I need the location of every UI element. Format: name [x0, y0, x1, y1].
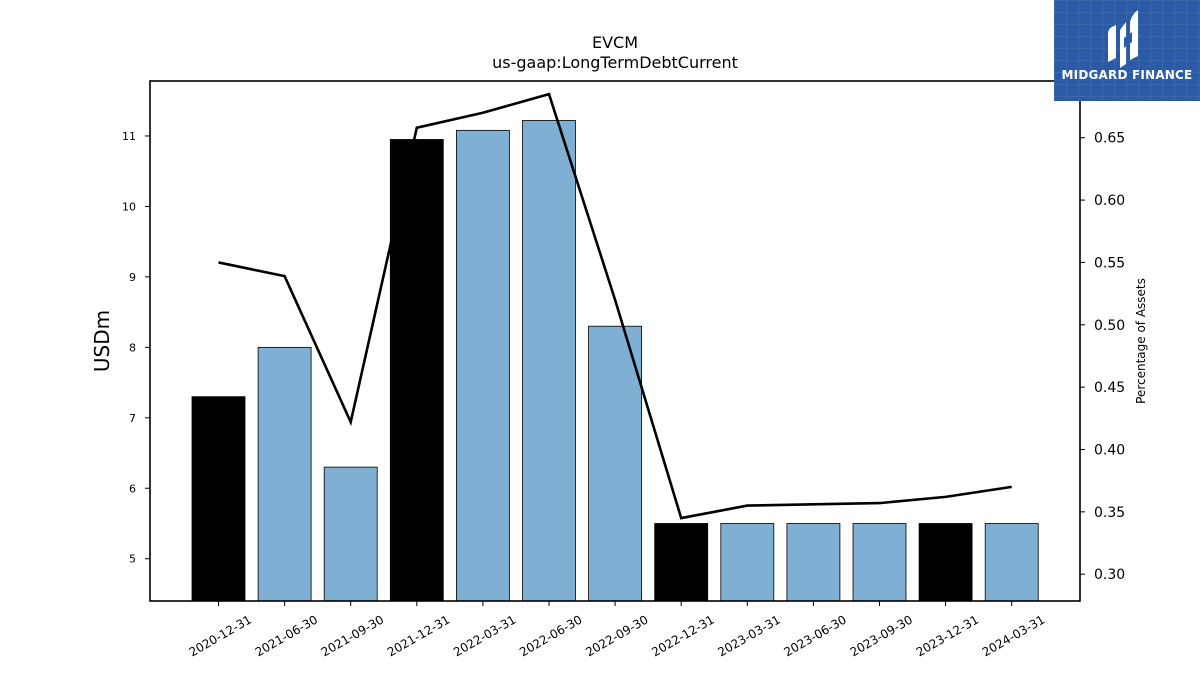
bar — [191, 396, 246, 602]
logo-text: MIDGARD FINANCE — [1061, 68, 1193, 82]
y2-tick-label: 0.30 — [1094, 567, 1125, 583]
bar — [455, 129, 510, 602]
x-tick-label: 2023-03-31 — [715, 612, 782, 659]
x-tick-label: 2021-12-31 — [385, 612, 452, 659]
bar — [588, 325, 642, 602]
bar-layer — [191, 120, 1039, 602]
y2-tick-label: 0.55 — [1094, 255, 1125, 271]
x-axis: 2020-12-312021-06-302021-09-302021-12-31… — [187, 601, 1047, 659]
bar — [918, 523, 973, 602]
bar — [257, 346, 312, 602]
y2-tick-label: 0.40 — [1094, 442, 1125, 458]
x-tick-label: 2020-12-31 — [187, 612, 254, 659]
bar — [720, 523, 775, 602]
y2-tick-label: 0.60 — [1094, 193, 1125, 209]
y-tick-label: 9 — [129, 271, 136, 284]
line-layer — [218, 92, 1012, 520]
x-tick-label: 2022-09-30 — [583, 612, 650, 659]
y2-tick-label: 0.45 — [1094, 380, 1125, 396]
brand-logo: MIDGARD FINANCE — [1054, 0, 1200, 101]
y2-tick-label: 0.35 — [1094, 505, 1125, 521]
y2-tick-label: 0.50 — [1094, 318, 1125, 334]
bar — [654, 523, 709, 602]
y-tick-label: 8 — [129, 341, 136, 354]
series-line — [218, 92, 1012, 520]
y-tick-label: 7 — [129, 412, 136, 425]
bar — [323, 466, 378, 602]
chart-title: EVCM — [592, 33, 638, 52]
y-tick-label: 5 — [129, 553, 136, 566]
x-tick-label: 2021-09-30 — [319, 612, 386, 659]
x-tick-label: 2023-12-31 — [914, 612, 981, 659]
y2-axis: 0.30 0.35 0.40 0.45 0.50 0.55 0.60 0.65 — [1080, 131, 1125, 583]
midgard-logo-icon — [1108, 10, 1138, 68]
x-tick-label: 2023-06-30 — [781, 612, 848, 659]
y-tick-label: 11 — [122, 130, 136, 143]
bar — [389, 139, 444, 602]
y-axis: 5 6 7 8 9 10 11 — [122, 130, 150, 566]
x-tick-label: 2024-03-31 — [980, 612, 1047, 659]
bar — [522, 120, 576, 602]
y2-axis-label: Percentage of Assets — [1134, 278, 1148, 404]
bar — [984, 523, 1039, 602]
y-tick-label: 10 — [122, 200, 136, 213]
x-tick-label: 2023-09-30 — [848, 612, 915, 659]
x-tick-label: 2021-06-30 — [253, 612, 320, 659]
bar — [786, 523, 841, 602]
y-tick-label: 6 — [129, 482, 136, 495]
y-axis-label: USDm — [90, 310, 114, 372]
x-tick-label: 2022-06-30 — [517, 612, 584, 659]
x-tick-label: 2022-12-31 — [649, 612, 716, 659]
chart-subtitle: us-gaap:LongTermDebtCurrent — [492, 53, 738, 72]
bar — [852, 523, 907, 602]
y2-tick-label: 0.65 — [1094, 131, 1125, 147]
logo-grid-pattern — [1054, 0, 1200, 101]
x-tick-label: 2022-03-31 — [451, 612, 518, 659]
